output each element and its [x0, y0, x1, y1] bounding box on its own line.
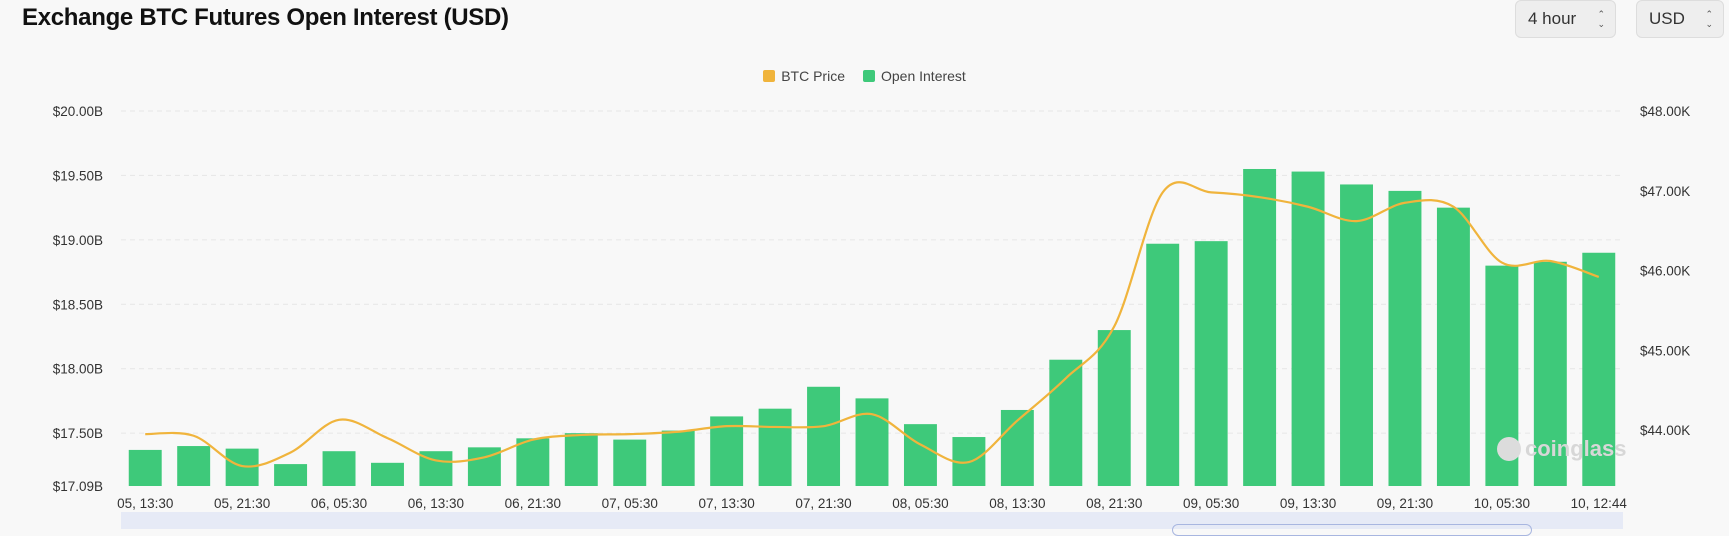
y-right-tick-label: $46.00K [1640, 264, 1690, 279]
x-tick-label: 10, 05:30 [1474, 496, 1530, 511]
x-tick-label: 07, 21:30 [795, 496, 851, 511]
oi-bar [1436, 207, 1470, 487]
btc-price-line [145, 181, 1600, 468]
oi-bar [613, 439, 647, 486]
x-tick-label: 08, 13:30 [989, 496, 1045, 511]
y-left-tick-label: $18.00B [53, 362, 103, 377]
oi-bar [1097, 330, 1131, 486]
oi-bar [177, 446, 211, 486]
oi-bar [661, 430, 695, 486]
oi-bar [274, 464, 308, 486]
x-tick-label: 06, 05:30 [311, 496, 367, 511]
chart-plot: $17.09B $17.50B $18.00B $18.50B $19.00B $19.5… [53, 104, 1691, 511]
coinglass-logo-icon [1497, 437, 1521, 461]
chart-legend: BTC Price Open Interest [0, 68, 1729, 84]
oi-bar [1388, 190, 1422, 486]
x-tick-label: 07, 13:30 [698, 496, 754, 511]
oi-bar [903, 424, 937, 486]
interval-select-value: 4 hour [1528, 9, 1577, 28]
oi-bar [371, 462, 404, 486]
oi-bar [758, 408, 792, 486]
oi-bar [1243, 168, 1277, 486]
oi-bar [1582, 252, 1616, 486]
x-tick-label: 06, 13:30 [408, 496, 464, 511]
updown-chevron-icon: ⌃ ⌄ [1597, 9, 1605, 29]
currency-select[interactable]: USD ⌃ ⌄ [1636, 0, 1724, 38]
y-right-tick-label: $47.00K [1640, 184, 1690, 199]
oi-bar [1291, 171, 1325, 486]
watermark: coinglass [1497, 436, 1626, 462]
updown-chevron-icon: ⌃ ⌄ [1705, 9, 1713, 29]
x-tick-label: 10, 12:44 [1571, 496, 1628, 511]
y-left-tick-label: $18.50B [53, 297, 103, 312]
y-left-tick-label: $17.50B [53, 426, 103, 441]
x-tick-label: 06, 21:30 [505, 496, 561, 511]
oi-bar [807, 386, 841, 486]
y-right-tick-label: $44.00K [1640, 423, 1690, 438]
x-tick-label: 09, 13:30 [1280, 496, 1336, 511]
y-right-tick-label: $48.00K [1640, 104, 1690, 119]
oi-bar [322, 451, 356, 486]
price-swatch-icon [763, 70, 776, 82]
x-tick-label: 08, 21:30 [1086, 496, 1142, 511]
interval-select[interactable]: 4 hour ⌃ ⌄ [1515, 0, 1616, 38]
oi-bar [1000, 409, 1034, 486]
oi-bar [1049, 359, 1083, 486]
x-tick-label: 07, 05:30 [602, 496, 658, 511]
oi-bar [564, 433, 598, 486]
legend-item-price[interactable]: BTC Price [763, 68, 845, 84]
oi-bar [1146, 243, 1180, 486]
watermark-text: coinglass [1525, 436, 1627, 461]
currency-select-value: USD [1649, 9, 1685, 28]
y-left-tick-label: $20.00B [53, 104, 103, 119]
oi-bar [1194, 241, 1228, 486]
legend-oi-label: Open Interest [880, 68, 966, 84]
legend-item-oi[interactable]: Open Interest [862, 68, 966, 84]
oi-bar [516, 438, 550, 486]
legend-price-label: BTC Price [781, 68, 845, 84]
zoom-window-handle[interactable] [1172, 524, 1532, 536]
y-left-tick-label: $19.00B [53, 233, 103, 248]
oi-bar [1533, 261, 1567, 486]
x-tick-label: 05, 13:30 [117, 496, 173, 511]
x-tick-label: 08, 05:30 [892, 496, 948, 511]
oi-swatch-icon [862, 70, 875, 82]
x-tick-label: 09, 05:30 [1183, 496, 1239, 511]
oi-bar [128, 449, 162, 486]
y-left-tick-label: $19.50B [53, 168, 103, 183]
y-left-tick-label: $17.09B [53, 479, 103, 494]
oi-bar [1340, 184, 1373, 486]
chart-title: Exchange BTC Futures Open Interest (USD) [22, 4, 509, 31]
x-tick-label: 05, 21:30 [214, 496, 270, 511]
oi-bar [855, 398, 889, 486]
x-tick-label: 09, 21:30 [1377, 496, 1433, 511]
y-right-tick-label: $45.00K [1640, 343, 1690, 358]
